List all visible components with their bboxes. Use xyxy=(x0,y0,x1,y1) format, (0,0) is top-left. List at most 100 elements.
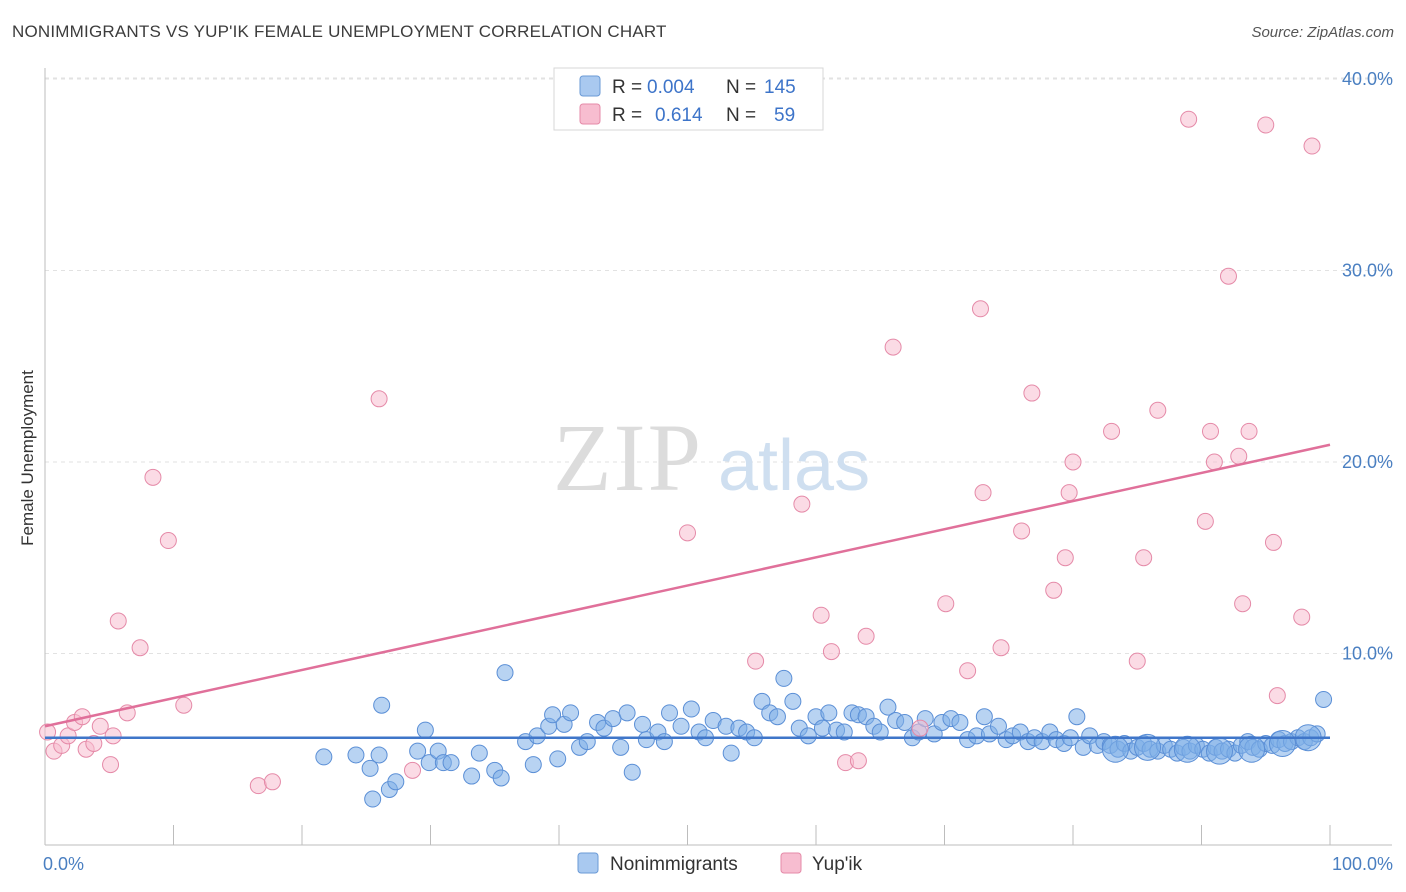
point-nonimmigrants xyxy=(364,790,382,808)
legend-r-value: 0.614 xyxy=(655,105,703,126)
point-yupik xyxy=(1219,267,1237,285)
point-nonimmigrants xyxy=(1068,708,1086,726)
point-yupik xyxy=(884,338,902,356)
point-yupik xyxy=(1201,422,1219,440)
point-nonimmigrants xyxy=(799,727,817,745)
point-nonimmigrants xyxy=(524,756,542,774)
data-points xyxy=(39,110,1333,808)
point-yupik xyxy=(849,752,867,770)
point-yupik xyxy=(822,643,840,661)
point-nonimmigrants xyxy=(347,746,365,764)
point-yupik xyxy=(1293,608,1311,626)
axes xyxy=(44,68,1392,846)
point-nonimmigrants xyxy=(442,754,460,772)
point-yupik xyxy=(159,532,177,550)
x-tick-labels: 0.0% 100.0% xyxy=(43,854,1393,874)
point-yupik xyxy=(1196,512,1214,530)
y-tick-label: 10.0% xyxy=(1342,644,1393,664)
legend-swatch-nonimmigrants xyxy=(579,75,601,97)
legend-label-nonimmigrants: Nonimmigrants xyxy=(610,854,738,875)
point-nonimmigrants xyxy=(604,710,622,728)
point-nonimmigrants xyxy=(682,700,700,718)
point-yupik xyxy=(1056,549,1074,567)
legend-n-value: 145 xyxy=(764,77,796,98)
point-yupik xyxy=(959,662,977,680)
legend-swatch-nonimmigrants xyxy=(577,852,599,874)
point-nonimmigrants xyxy=(463,767,481,785)
point-nonimmigrants xyxy=(496,664,514,682)
legend-swatch-yupik xyxy=(579,103,601,125)
point-yupik xyxy=(1257,116,1275,134)
point-nonimmigrants xyxy=(315,748,333,766)
point-nonimmigrants xyxy=(661,704,679,722)
point-yupik xyxy=(131,639,149,657)
point-yupik xyxy=(1303,137,1321,155)
legend-r-label: R = xyxy=(612,105,642,126)
watermark-atlas: atlas xyxy=(718,426,870,506)
point-yupik xyxy=(109,612,127,630)
point-nonimmigrants xyxy=(896,713,914,731)
point-nonimmigrants xyxy=(370,746,388,764)
point-nonimmigrants xyxy=(1173,735,1201,763)
point-yupik xyxy=(679,524,696,542)
point-yupik xyxy=(39,723,57,741)
point-nonimmigrants xyxy=(470,744,488,762)
point-yupik xyxy=(104,727,122,745)
point-yupik xyxy=(812,606,830,624)
point-nonimmigrants xyxy=(416,721,434,739)
point-yupik xyxy=(1264,533,1282,551)
point-nonimmigrants xyxy=(784,692,802,710)
point-nonimmigrants xyxy=(820,704,838,722)
point-yupik xyxy=(175,696,193,714)
legend-n-label: N = xyxy=(726,105,756,126)
point-yupik xyxy=(1013,522,1031,540)
point-yupik xyxy=(1230,447,1248,465)
legend-label-yupik: Yup'ik xyxy=(812,854,863,875)
chart-title: NONIMMIGRANTS VS YUP'IK FEMALE UNEMPLOYM… xyxy=(12,22,667,41)
point-yupik xyxy=(85,735,103,753)
point-nonimmigrants xyxy=(655,733,673,751)
point-nonimmigrants xyxy=(361,759,379,777)
x-tick-label: 100.0% xyxy=(1332,854,1393,874)
watermark: ZIP atlas xyxy=(553,404,870,511)
point-nonimmigrants xyxy=(562,704,580,722)
point-nonimmigrants xyxy=(549,750,567,768)
point-nonimmigrants xyxy=(578,733,596,751)
point-nonimmigrants xyxy=(722,744,740,762)
point-nonimmigrants xyxy=(623,763,641,781)
gridlines xyxy=(45,77,1392,654)
point-yupik xyxy=(1060,484,1078,502)
point-yupik xyxy=(747,652,765,670)
source-label: Source: ZipAtlas.com xyxy=(1251,24,1394,41)
legend-swatch-yupik xyxy=(780,852,802,874)
point-nonimmigrants xyxy=(373,696,391,714)
point-nonimmigrants xyxy=(879,698,897,716)
point-nonimmigrants xyxy=(989,717,1007,735)
point-yupik xyxy=(1240,422,1258,440)
point-yupik xyxy=(793,495,811,513)
point-yupik xyxy=(1103,422,1121,440)
y-axis-title: Female Unemployment xyxy=(18,370,37,546)
point-nonimmigrants xyxy=(1315,690,1333,708)
point-nonimmigrants xyxy=(1238,735,1266,763)
watermark-zip: ZIP xyxy=(553,404,703,511)
point-nonimmigrants xyxy=(1101,735,1129,763)
point-nonimmigrants xyxy=(544,706,562,724)
point-nonimmigrants xyxy=(975,708,993,726)
point-yupik xyxy=(1234,595,1252,613)
point-nonimmigrants xyxy=(871,723,889,741)
point-yupik xyxy=(249,777,267,795)
point-yupik xyxy=(263,773,281,791)
y-tick-label: 40.0% xyxy=(1342,69,1393,89)
point-yupik xyxy=(370,390,388,408)
point-yupik xyxy=(1128,652,1146,670)
point-yupik xyxy=(992,639,1010,657)
correlation-legend: R = 0.004 N = 145 R = 0.614 N = 59 xyxy=(553,67,824,131)
legend-n-label: N = xyxy=(726,77,756,98)
point-nonimmigrants xyxy=(951,713,969,731)
series-legend: Nonimmigrants Yup'ik xyxy=(577,852,863,875)
point-yupik xyxy=(144,468,162,486)
point-nonimmigrants xyxy=(492,769,510,787)
point-yupik xyxy=(102,756,120,774)
